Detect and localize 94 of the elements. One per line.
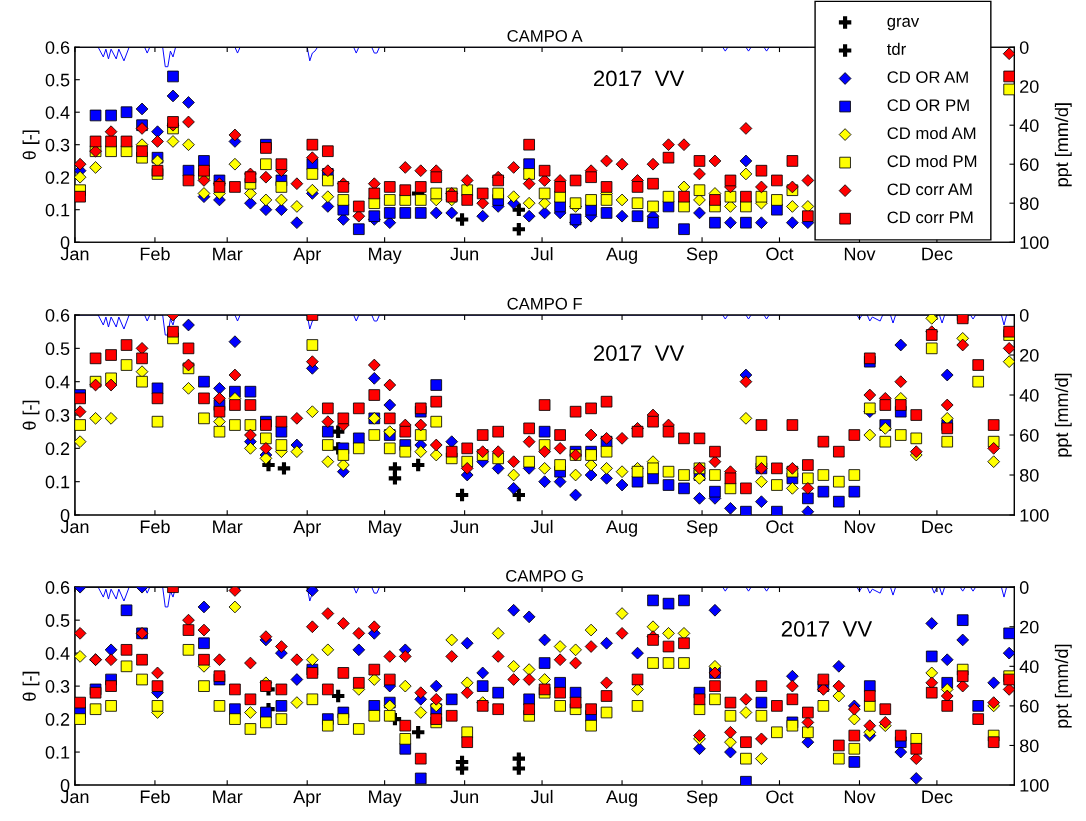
legend-label: CD mod PM (887, 154, 977, 168)
legend-label: CD OR AM (887, 71, 968, 84)
x-tick-label: May (369, 247, 402, 264)
y2-tick-label: 40 (1019, 660, 1039, 674)
y-tick-label: 0.6 (45, 41, 70, 54)
y-tick-label: 0.3 (45, 680, 70, 693)
x-tick-label: Aug (606, 247, 637, 264)
y2-tick-label: 80 (1019, 197, 1039, 210)
y-tick-label: 0.2 (45, 442, 70, 456)
x-tick-label: Jul (530, 789, 553, 804)
x-tick-label: Feb (140, 247, 170, 261)
y-tick-label: 0.2 (45, 171, 70, 184)
y2-tick-label: 0 (1019, 581, 1029, 594)
x-tick-label: Sep (686, 247, 718, 264)
x-tick-label: Apr (293, 790, 321, 807)
y-tick-label: 0.4 (45, 106, 70, 119)
legend-label: CD corr PM (887, 211, 973, 224)
x-tick-label: Jul (530, 247, 553, 261)
x-tick-label: May (369, 520, 402, 537)
y-tick-label: 0.3 (45, 408, 70, 422)
legend-label: CD OR PM (887, 99, 969, 112)
y2-axis-title: ppt [mm/d] (1054, 373, 1072, 457)
y-tick-label: 0.6 (45, 581, 70, 594)
x-tick-label: May (369, 790, 402, 807)
x-tick-label: Apr (293, 247, 321, 264)
y-axis-title: θ [-] (22, 130, 40, 160)
legend-label: CD mod AM (887, 126, 976, 140)
x-tick-label: Jan (60, 520, 89, 534)
y-tick-label: 0.6 (45, 308, 70, 322)
y-tick-label: 0.1 (45, 746, 70, 759)
y2-tick-label: 80 (1019, 468, 1039, 482)
y2-tick-label: 80 (1019, 739, 1039, 753)
x-tick-label: Mar (213, 520, 243, 534)
y-tick-label: 0.5 (45, 342, 70, 356)
y2-axis-title: ppt [mm/d] (1054, 644, 1072, 728)
y-axis-title: θ [-] (22, 400, 40, 430)
x-tick-label: Oct (766, 520, 794, 534)
y2-tick-label: 100 (1020, 778, 1049, 792)
chart-title: CAMPO G (506, 569, 583, 582)
annotation: 2017 VV (781, 620, 873, 637)
x-tick-label: Jun (450, 520, 479, 534)
y-tick-label: 0.2 (45, 713, 70, 726)
y2-tick-label: 20 (1020, 80, 1039, 93)
x-tick-label: Dec (922, 520, 953, 534)
legend-label: tdr (887, 42, 906, 55)
y-tick-label: 0.1 (45, 475, 70, 489)
x-tick-label: Nov (844, 520, 876, 534)
chart-title: CAMPO F (507, 297, 582, 310)
x-tick-label: Nov (844, 247, 876, 261)
x-tick-label: Sep (686, 790, 718, 807)
legend-label: grav (887, 17, 920, 31)
x-tick-label: Jan (60, 790, 89, 804)
x-tick-label: Apr (293, 520, 321, 537)
x-tick-label: Jul (530, 519, 553, 534)
x-tick-label: Oct (766, 247, 794, 261)
y2-tick-label: 0 (1019, 308, 1029, 322)
x-tick-label: Dec (922, 247, 953, 261)
y-tick-label: 0 (60, 778, 70, 792)
y2-tick-label: 100 (1020, 508, 1049, 522)
x-tick-label: Feb (140, 789, 170, 804)
y-tick-label: 0.4 (45, 647, 70, 660)
annotation: 2017 VV (593, 345, 685, 361)
x-tick-label: Dec (922, 790, 953, 804)
x-tick-label: Oct (766, 790, 794, 804)
y-tick-label: 0.5 (45, 614, 70, 627)
x-tick-label: Jun (450, 790, 479, 804)
y2-tick-label: 20 (1020, 348, 1039, 362)
x-tick-label: Mar (213, 790, 243, 804)
y-tick-label: 0.4 (45, 375, 70, 389)
chart-title: CAMPO A (507, 30, 583, 42)
y-axis-title: θ [-] (22, 671, 40, 701)
y2-tick-label: 60 (1020, 158, 1039, 171)
y-tick-label: 0.1 (45, 203, 70, 217)
y-tick-label: 0 (60, 508, 70, 522)
y2-tick-label: 0 (1019, 41, 1029, 54)
x-tick-label: Nov (844, 790, 876, 804)
legend-label: CD corr AM (887, 183, 972, 196)
annotation: 2017 VV (593, 70, 685, 87)
x-tick-label: Jan (60, 247, 89, 261)
y2-tick-label: 40 (1019, 388, 1039, 402)
x-tick-label: Jun (450, 247, 479, 261)
x-tick-label: Feb (140, 519, 170, 534)
y2-tick-label: 40 (1019, 119, 1039, 132)
y2-axis-title: ppt [mm/d] (1054, 103, 1072, 187)
y2-tick-label: 60 (1020, 428, 1039, 442)
x-tick-label: Aug (606, 790, 637, 807)
x-tick-label: Aug (606, 520, 637, 537)
y-tick-label: 0.5 (45, 73, 70, 87)
x-tick-label: Sep (686, 520, 718, 537)
y2-tick-label: 20 (1020, 620, 1039, 634)
y-tick-label: 0.3 (45, 138, 70, 152)
x-tick-label: Mar (213, 247, 243, 261)
y2-tick-label: 60 (1020, 699, 1039, 713)
y2-tick-label: 100 (1020, 236, 1049, 249)
